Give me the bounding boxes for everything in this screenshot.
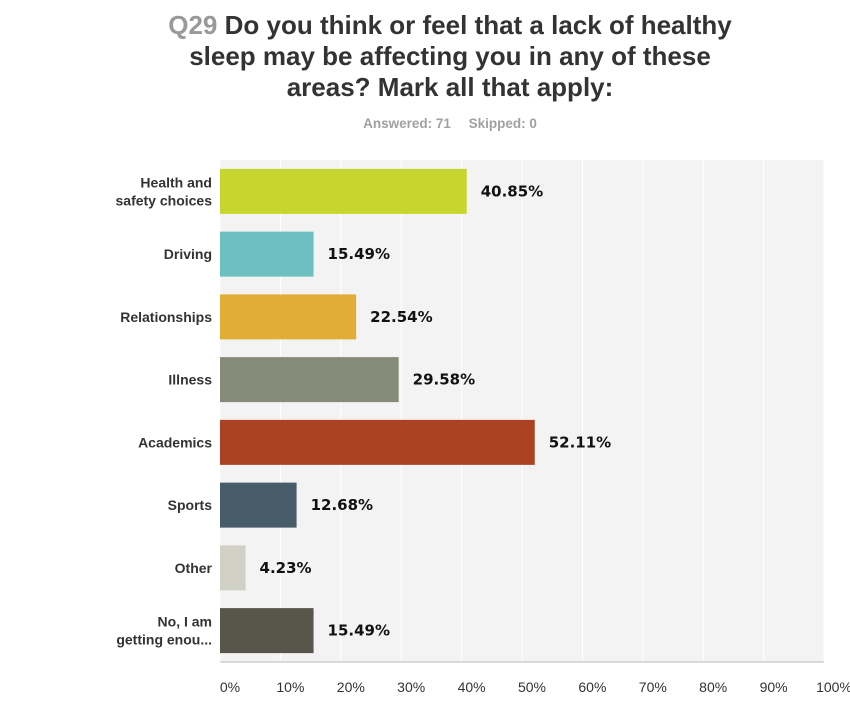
bar [220, 545, 246, 591]
category-label-line: Driving [164, 246, 212, 262]
data-label: 29.58% [413, 371, 475, 389]
x-tick-label: 20% [337, 679, 365, 695]
x-tick-label: 90% [760, 679, 788, 695]
x-tick-label: 0% [220, 679, 240, 695]
x-tick-label: 70% [639, 679, 667, 695]
data-label: 52.11% [549, 433, 611, 451]
x-tick-label: 100% [816, 679, 850, 695]
category-label-line: Other [175, 560, 213, 576]
category-label-line: Sports [168, 497, 213, 513]
category-label: Relationships [120, 309, 212, 325]
category-label-line: getting enou... [116, 632, 212, 648]
bar [220, 482, 297, 528]
question-text: Do you think or feel that a lack of heal… [189, 10, 732, 102]
skipped-count: Skipped: 0 [468, 116, 537, 131]
category-label-line: Illness [168, 372, 212, 388]
bar [220, 608, 314, 654]
category-label: Academics [138, 434, 212, 450]
bar [220, 357, 399, 403]
data-label: 40.85% [481, 182, 543, 200]
category-label-line: Relationships [120, 309, 212, 325]
answered-count: Answered: 71 [363, 116, 451, 131]
category-label-line: No, I am [158, 614, 212, 630]
category-label: Health and safety choices [116, 174, 213, 208]
data-label: 15.49% [328, 622, 390, 640]
category-label-line: Health and [140, 174, 212, 190]
x-tick-label: 80% [699, 679, 727, 695]
data-label: 12.68% [311, 496, 373, 514]
x-tick-label: 60% [578, 679, 606, 695]
category-label: Other [175, 560, 213, 576]
category-label: Illness [168, 372, 212, 388]
bar [220, 294, 357, 340]
category-label: Driving [164, 246, 212, 262]
x-tick-label: 40% [458, 679, 486, 695]
bar [220, 419, 535, 465]
bar [220, 231, 314, 277]
x-tick-label: 50% [518, 679, 546, 695]
response-summary: Answered: 71 Skipped: 0 [300, 116, 600, 131]
category-label-line: safety choices [116, 192, 213, 208]
category-label: No, I am getting enou... [116, 614, 212, 648]
x-tick-label: 30% [397, 679, 425, 695]
bar [220, 168, 467, 214]
data-label: 22.54% [370, 308, 432, 326]
x-tick-label: 10% [276, 679, 304, 695]
question-number: Q29 [168, 10, 218, 40]
data-label: 4.23% [260, 559, 312, 577]
data-label: 15.49% [328, 245, 390, 263]
category-label: Sports [168, 497, 213, 513]
category-label-line: Academics [138, 434, 212, 450]
chart-title: Q29 Do you think or feel that a lack of … [150, 10, 750, 103]
